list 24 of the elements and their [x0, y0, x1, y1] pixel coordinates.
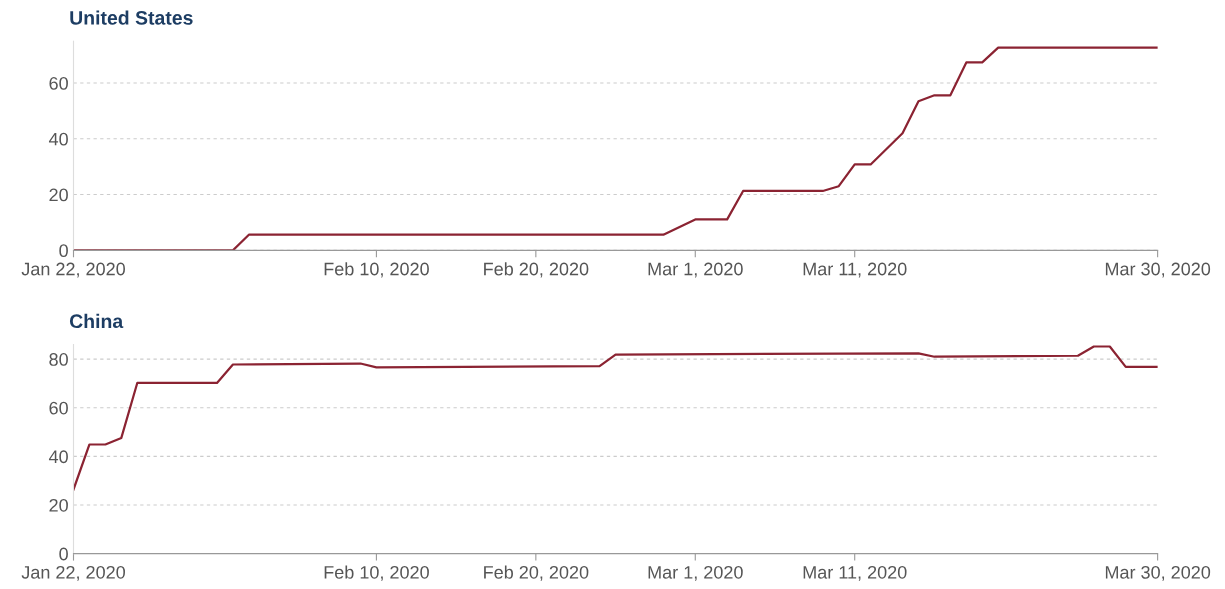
- y-tick-label: 20: [49, 498, 68, 512]
- y-tick-label: 80: [49, 353, 68, 366]
- x-tick-label: Feb 10, 2020: [324, 565, 429, 581]
- y-tick-label: 40: [48, 450, 68, 464]
- x-tick-label: Feb 10, 2020: [324, 262, 429, 278]
- y-tick-label: 60: [49, 76, 68, 90]
- y-tick-label: 40: [48, 132, 68, 146]
- x-tick-label: Mar 1, 2020: [648, 565, 743, 581]
- y-tick-label: 0: [59, 244, 68, 258]
- x-tick-label: Jan 22, 2020: [21, 262, 125, 278]
- x-tick-label: Jan 22, 2020: [21, 565, 125, 581]
- line-series: [73, 345, 1158, 491]
- y-tick-label: 60: [49, 401, 68, 415]
- x-tick-label: Mar 11, 2020: [803, 565, 907, 581]
- y-tick-label: 20: [49, 188, 68, 202]
- x-tick-label: Mar 1, 2020: [648, 262, 743, 278]
- chart-title: United States: [70, 10, 193, 25]
- y-tick-label: 0: [59, 547, 68, 561]
- x-tick-label: Mar 30, 2020: [1105, 565, 1211, 581]
- chart-title: China: [69, 313, 124, 329]
- x-tick-label: Feb 20, 2020: [484, 565, 589, 581]
- x-tick-label: Feb 20, 2020: [484, 262, 589, 278]
- x-tick-label: Mar 30, 2020: [1105, 262, 1211, 278]
- x-tick-label: Mar 11, 2020: [803, 262, 907, 278]
